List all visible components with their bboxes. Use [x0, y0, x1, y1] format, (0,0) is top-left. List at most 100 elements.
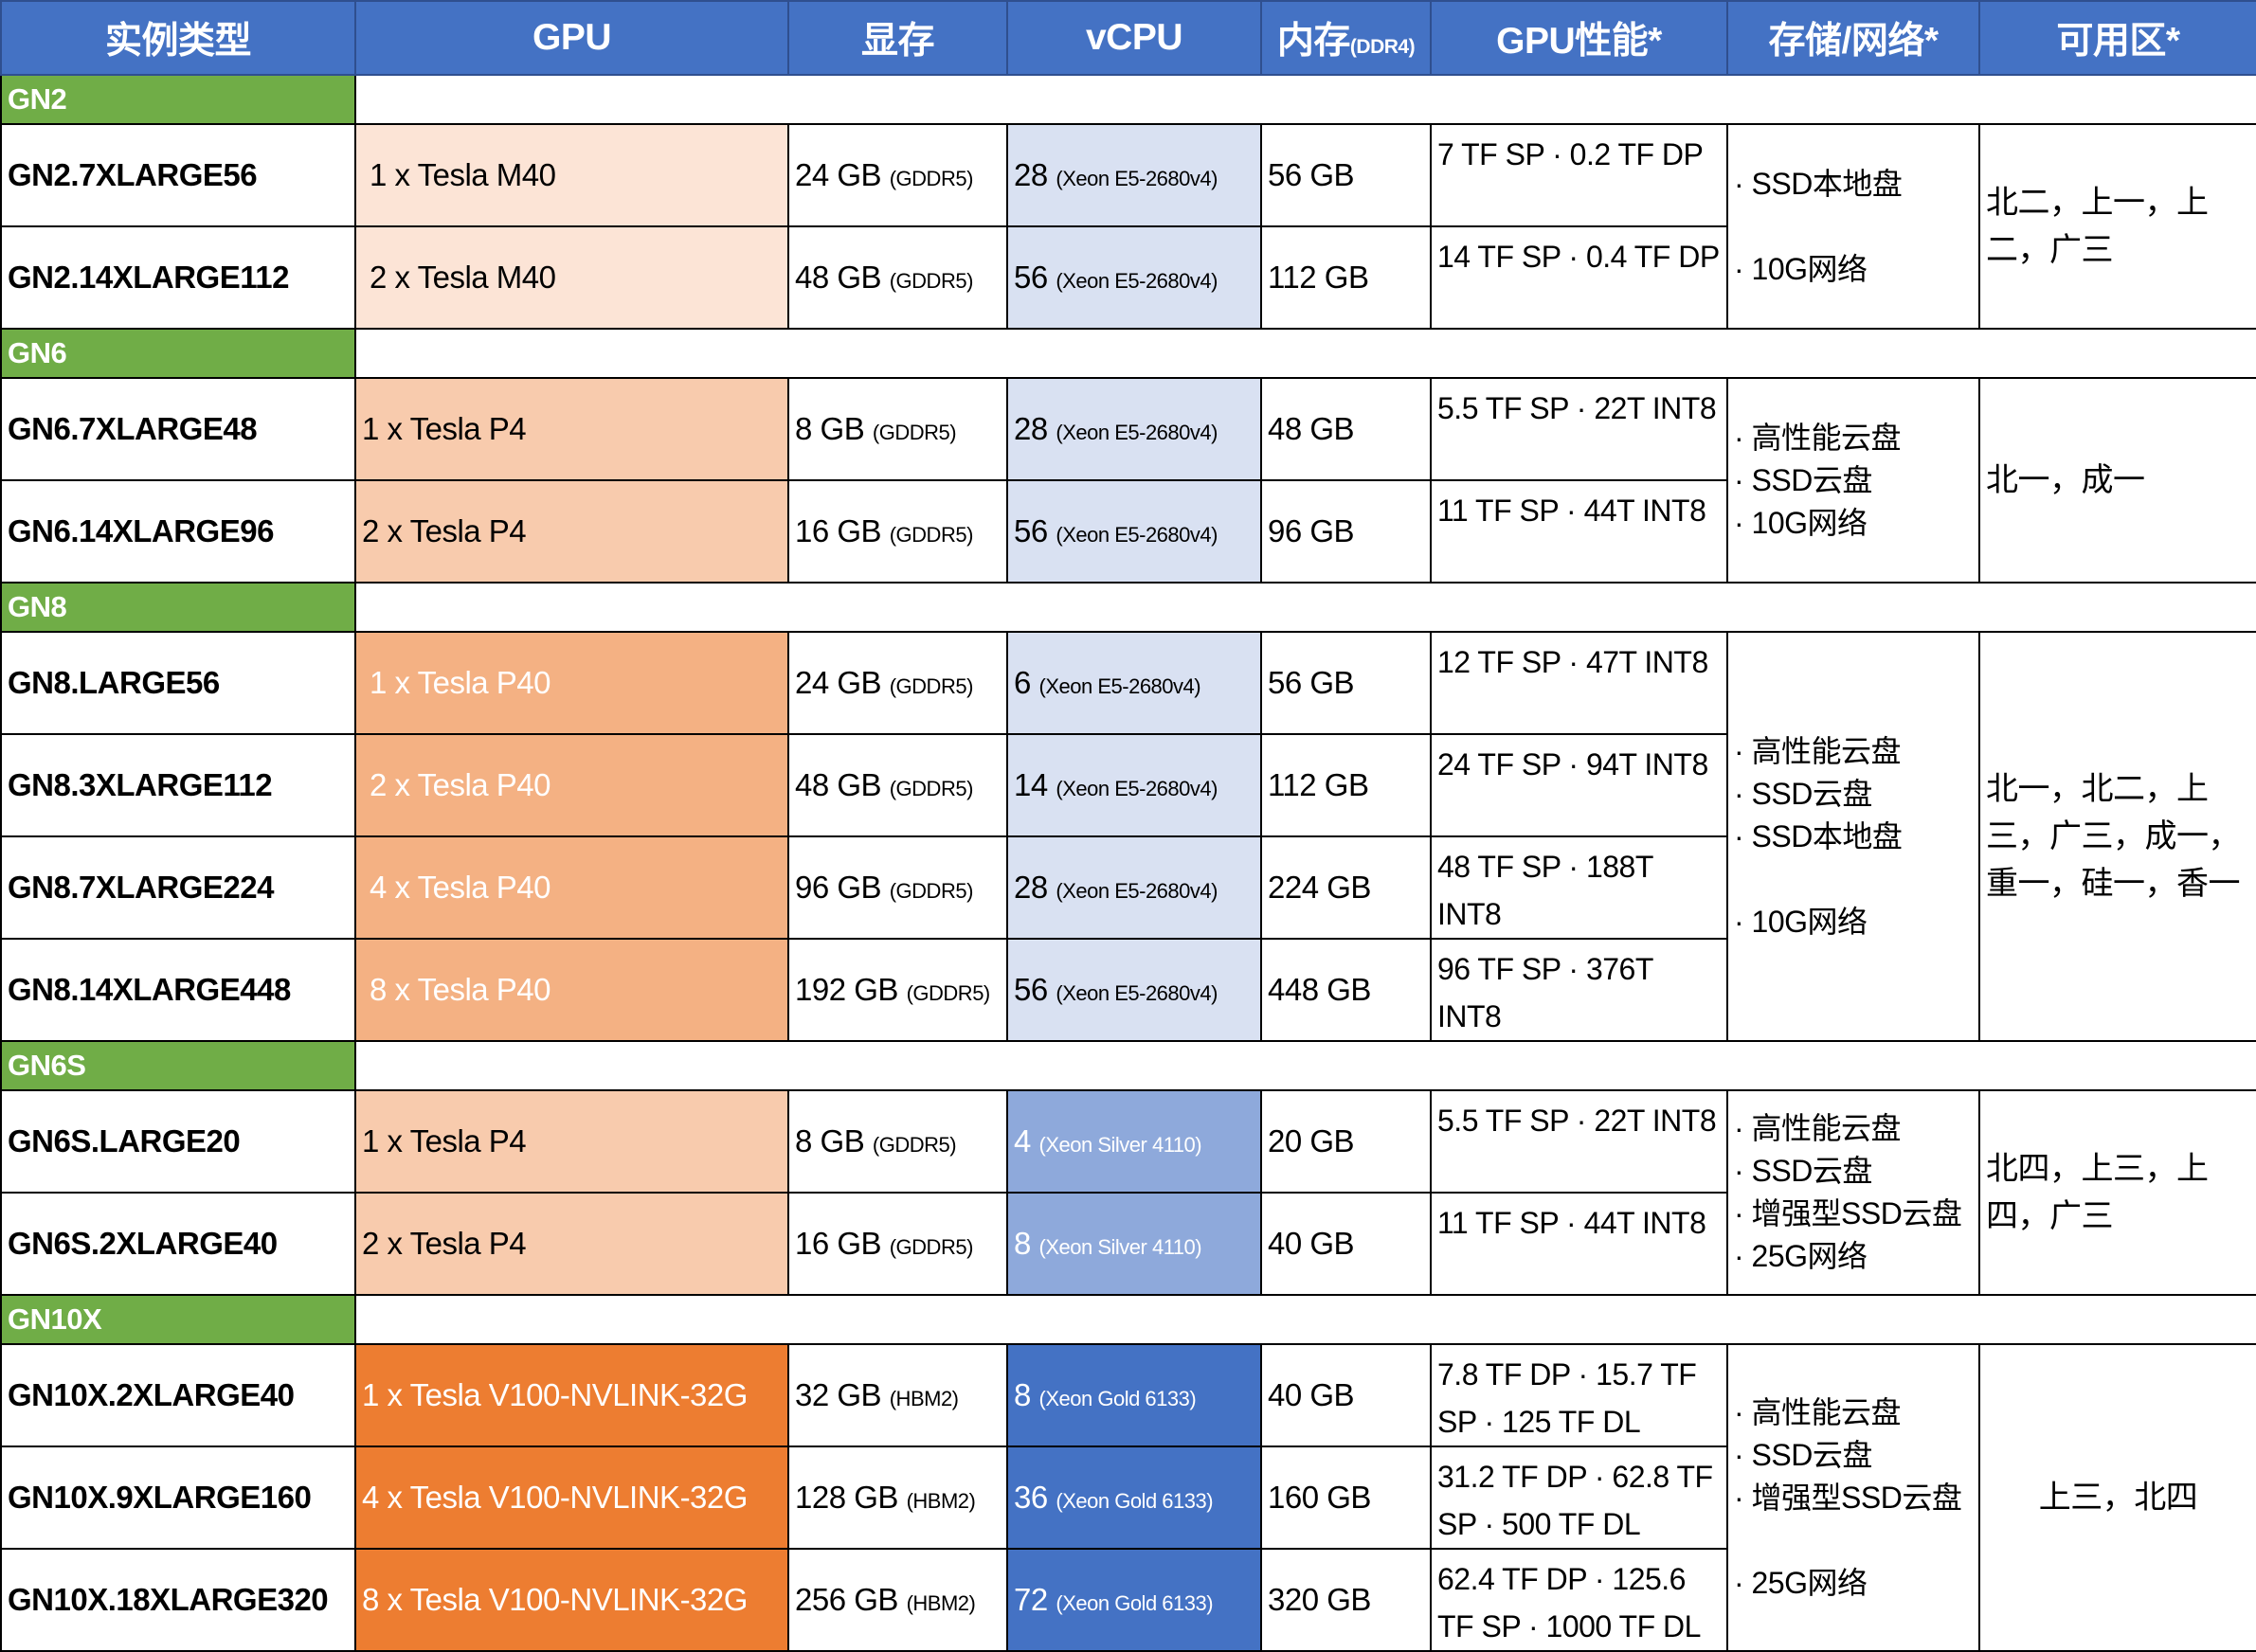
header-memory-label: 内存: [1276, 21, 1351, 62]
table-row: GN8.7XLARGE224 4 x Tesla P40 96 GB (GDDR5)…: [0, 835, 2256, 940]
gpu-memory: 96 GB (GDDR5): [787, 835, 1008, 940]
gpu-memory: 8 GB (GDDR5): [787, 377, 1008, 481]
table-row: GN8.LARGE56 1 x Tesla P40 24 GB (GDDR5) 6 (…: [0, 631, 2256, 1042]
instance-type: GN10X.2XLARGE40: [0, 1343, 356, 1447]
gpu-model: 2 x Tesla M40: [354, 225, 789, 330]
storage-item: · 10G网络: [1734, 251, 1868, 286]
gpu-memory-type: (GDDR5): [889, 777, 974, 800]
storage-item: · SSD云盘: [1734, 462, 1872, 497]
vcpu-count: 28: [1014, 870, 1048, 905]
cpu-model: (Xeon E5-2680v4): [1056, 269, 1218, 293]
gpu-memory: 256 GB (HBM2): [787, 1548, 1008, 1652]
vcpu-count: 56: [1014, 260, 1048, 295]
gpu-memory: 16 GB (GDDR5): [787, 479, 1008, 584]
table-row: GN8.14XLARGE448 8 x Tesla P40 192 GB (GDDR…: [0, 938, 2256, 1042]
group-name: GN8: [0, 582, 356, 633]
gpu-model: 1 x Tesla P4: [354, 1089, 789, 1194]
header-gpu-performance: GPU性能*: [1430, 0, 1728, 76]
gpu-model: 4 x Tesla P40: [354, 835, 789, 940]
storage-item: [1734, 858, 1973, 901]
table-row: GN2.14XLARGE112 2 x Tesla M40 48 GB (GDDR5…: [0, 225, 2256, 330]
gpu-memory: 128 GB (HBM2): [787, 1446, 1008, 1550]
memory: 40 GB: [1260, 1343, 1432, 1447]
gpu-memory: 48 GB (GDDR5): [787, 225, 1008, 330]
group-name: GN2: [0, 74, 356, 125]
group-name: GN10X: [0, 1294, 356, 1345]
gpu-memory: 192 GB (GDDR5): [787, 938, 1008, 1042]
availability-zone: 北四，上三，上四，广三: [1978, 1089, 2256, 1296]
table-row: GN6.7XLARGE48 1 x Tesla P4 8 GB (GDDR5) 28 …: [0, 377, 2256, 584]
gpu-memory-type: (HBM2): [889, 1387, 959, 1410]
group-header-row: GN10X: [0, 1294, 2256, 1345]
group-name: GN6: [0, 328, 356, 379]
memory: 224 GB: [1260, 835, 1432, 940]
vcpu: 28 (Xeon E5-2680v4): [1006, 123, 1262, 227]
table-row: GN6.14XLARGE96 2 x Tesla P4 16 GB (GDDR5) 5…: [0, 479, 2256, 584]
cpu-model: (Xeon E5-2680v4): [1056, 421, 1218, 444]
gpu-memory: 32 GB (HBM2): [787, 1343, 1008, 1447]
vcpu: 28 (Xeon E5-2680v4): [1006, 835, 1262, 940]
vcpu-count: 72: [1014, 1582, 1048, 1617]
gpu-performance: 11 TF SP · 44T INT8: [1430, 479, 1728, 584]
instance-type: GN2.14XLARGE112: [0, 225, 356, 330]
memory: 96 GB: [1260, 479, 1432, 584]
header-gpu-memory: 显存: [787, 0, 1008, 76]
vcpu-count: 8: [1014, 1226, 1031, 1261]
gpu-performance: 24 TF SP · 94T INT8: [1430, 733, 1728, 837]
group-spacer: [354, 1294, 2256, 1345]
group-header-row: GN6: [0, 328, 2256, 379]
gpu-model: 8 x Tesla V100-NVLINK-32G: [354, 1548, 789, 1652]
memory: 320 GB: [1260, 1548, 1432, 1652]
gpu-memory-size: 24 GB: [795, 157, 882, 192]
gpu-memory-type: (GDDR5): [872, 1133, 957, 1157]
instance-type: GN8.14XLARGE448: [0, 938, 356, 1042]
memory: 112 GB: [1260, 225, 1432, 330]
memory: 56 GB: [1260, 123, 1432, 227]
gpu-model: 1 x Tesla V100-NVLINK-32G: [354, 1343, 789, 1447]
storage-network: · 高性能云盘 · SSD云盘 · 10G网络: [1726, 377, 1980, 584]
vcpu-count: 28: [1014, 157, 1048, 192]
group-spacer: [354, 1040, 2256, 1091]
group-spacer: [354, 582, 2256, 633]
gpu-memory-size: 256 GB: [795, 1582, 898, 1617]
gpu-performance: 14 TF SP · 0.4 TF DP: [1430, 225, 1728, 330]
group-header-row: GN8: [0, 582, 2256, 633]
storage-item: · 增强型SSD云盘: [1734, 1196, 1962, 1230]
gpu-memory: 24 GB (GDDR5): [787, 123, 1008, 227]
vcpu: 72 (Xeon Gold 6133): [1006, 1548, 1262, 1652]
instance-type: GN10X.18XLARGE320: [0, 1548, 356, 1652]
memory: 448 GB: [1260, 938, 1432, 1042]
cpu-model: (Xeon Gold 6133): [1038, 1387, 1197, 1410]
header-memory-note: (DDR4): [1349, 36, 1416, 58]
instance-type: GN8.LARGE56: [0, 631, 356, 735]
gpu-performance: 62.4 TF DP · 125.6 TF SP · 1000 TF DL: [1430, 1548, 1728, 1652]
cpu-model: (Xeon E5-2680v4): [1056, 777, 1218, 800]
table-row: GN8.3XLARGE112 2 x Tesla P40 48 GB (GDDR5)…: [0, 733, 2256, 837]
cpu-model: (Xeon Silver 4110): [1038, 1133, 1202, 1157]
instance-type: GN6.7XLARGE48: [0, 377, 356, 481]
gpu-model: 2 x Tesla P4: [354, 479, 789, 584]
storage-network: · 高性能云盘 · SSD云盘 · SSD本地盘 · 10G网络: [1726, 631, 1980, 1042]
cpu-model: (Xeon E5-2680v4): [1056, 981, 1218, 1005]
instance-type: GN6S.2XLARGE40: [0, 1192, 356, 1296]
group-spacer: [354, 74, 2256, 125]
instance-type: GN8.3XLARGE112: [0, 733, 356, 837]
vcpu: 36 (Xeon Gold 6133): [1006, 1446, 1262, 1550]
vcpu-count: 6: [1014, 665, 1031, 700]
memory: 160 GB: [1260, 1446, 1432, 1550]
vcpu-count: 14: [1014, 767, 1048, 802]
gpu-memory-type: (HBM2): [906, 1489, 976, 1513]
gpu-model: 4 x Tesla V100-NVLINK-32G: [354, 1446, 789, 1550]
storage-item: · SSD本地盘: [1734, 166, 1903, 201]
gpu-memory-size: 8 GB: [795, 1123, 865, 1158]
gpu-memory-size: 8 GB: [795, 411, 865, 446]
storage-item: · 高性能云盘: [1734, 733, 1902, 768]
cpu-model: (Xeon E5-2680v4): [1056, 879, 1218, 903]
gpu-memory-size: 192 GB: [795, 972, 898, 1007]
cpu-model: (Xeon E5-2680v4): [1038, 674, 1201, 698]
header-gpu: GPU: [354, 0, 789, 76]
gpu-memory-size: 128 GB: [795, 1480, 898, 1515]
gpu-memory-size: 24 GB: [795, 665, 882, 700]
cpu-model: (Xeon Silver 4110): [1038, 1235, 1202, 1259]
gpu-memory-size: 96 GB: [795, 870, 882, 905]
